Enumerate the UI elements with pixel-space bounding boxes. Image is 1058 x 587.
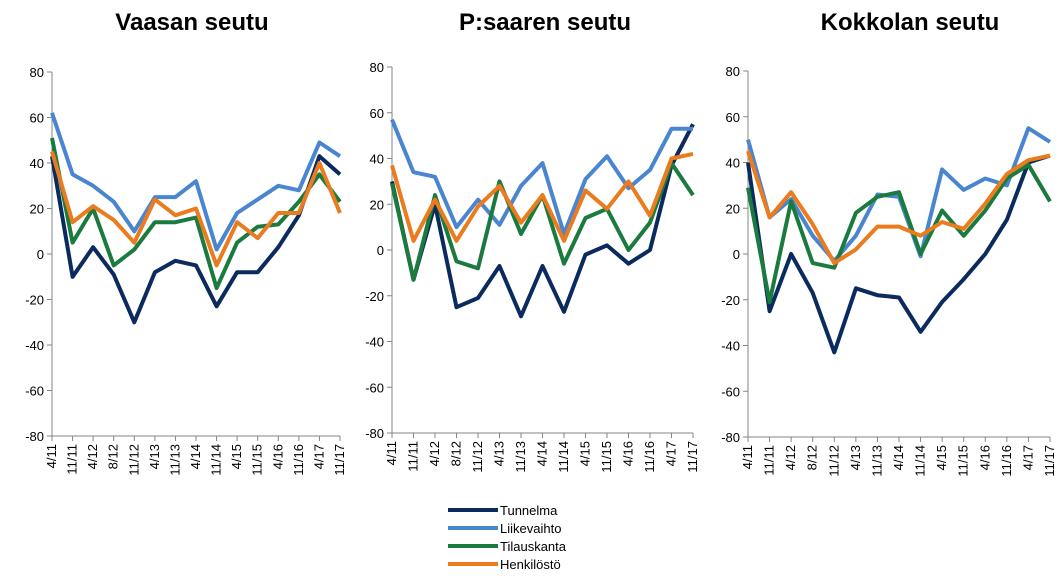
x-tick-label: 4/16 [270, 444, 285, 469]
x-tick-label: 8/12 [106, 444, 121, 469]
y-tick-label: 0 [377, 243, 384, 258]
x-tick-label: 4/14 [188, 444, 203, 469]
y-tick-label: -20 [721, 293, 740, 308]
legend-label: Tilauskanta [500, 539, 567, 554]
series-line [50, 154, 342, 325]
series-line [50, 151, 342, 268]
x-tick-label: 11/11 [762, 445, 777, 476]
x-tick-label: 4/15 [229, 444, 244, 469]
x-tick-label: 11/12 [126, 444, 141, 476]
y-tick-label: 60 [370, 106, 384, 121]
y-tick-label: -60 [365, 380, 384, 395]
x-tick-label: 11/11 [65, 444, 80, 475]
y-tick-label: 40 [30, 156, 44, 171]
x-tick-label: 4/16 [977, 445, 992, 470]
chart-title: P:saaren seutu [459, 9, 631, 36]
x-tick-label: 8/12 [449, 441, 464, 466]
series-line [746, 150, 1051, 266]
y-tick-label: -20 [365, 289, 384, 304]
x-tick-label: 4/12 [427, 441, 442, 466]
y-tick-label: -40 [25, 338, 44, 353]
x-tick-label: 4/12 [783, 445, 798, 470]
x-tick-label: 4/13 [147, 444, 162, 469]
legend-label: Tunnelma [500, 503, 558, 518]
series-line [746, 162, 1052, 304]
y-tick-label: 80 [726, 64, 740, 79]
y-tick-label: 40 [370, 152, 384, 167]
y-tick-label: -40 [365, 335, 384, 350]
legend: Tunnelma Liikevaihto Tilauskanta Henkilöstö [448, 503, 567, 572]
y-tick-label: -80 [25, 429, 44, 444]
y-tick-label: 0 [733, 247, 740, 262]
chart-title: Vaasan seutu [115, 9, 268, 36]
y-tick-label: 80 [30, 65, 44, 80]
legend-label: Liikevaihto [500, 521, 561, 536]
y-tick-label: -80 [721, 430, 740, 445]
x-tick-label: 4/17 [1020, 445, 1035, 470]
y-tick-label: 60 [30, 111, 44, 126]
x-tick-label: 4/12 [85, 444, 100, 469]
series-line [390, 151, 694, 243]
x-tick-label: 4/13 [848, 445, 863, 470]
y-tick-label: 20 [726, 201, 740, 216]
x-tick-label: 4/17 [664, 441, 679, 466]
y-tick-label: 20 [370, 197, 384, 212]
x-tick-label: 11/16 [642, 441, 657, 473]
x-tick-label: 11/16 [291, 444, 306, 476]
x-tick-label: 11/15 [250, 444, 265, 476]
x-tick-label: 11/13 [869, 445, 884, 477]
series-line [390, 123, 695, 319]
x-tick-label: 11/15 [956, 445, 971, 477]
y-tick-label: 60 [726, 110, 740, 125]
x-tick-label: 11/16 [999, 445, 1014, 477]
x-tick-label: 11/13 [167, 444, 182, 476]
x-tick-label: 11/17 [332, 444, 347, 476]
x-tick-label: 11/15 [599, 441, 614, 473]
x-tick-label: 11/13 [513, 441, 528, 473]
x-tick-label: 4/15 [578, 441, 593, 466]
y-tick-label: -40 [721, 339, 740, 354]
chart-title: Kokkolan seutu [821, 9, 1000, 36]
series-line [390, 118, 693, 236]
y-tick-label: -60 [721, 384, 740, 399]
x-tick-label: 4/14 [535, 441, 550, 466]
x-tick-label: 11/14 [556, 441, 571, 473]
x-tick-label: 4/11 [740, 445, 755, 469]
x-tick-label: 4/13 [492, 441, 507, 466]
x-tick-label: 4/11 [384, 441, 399, 465]
x-tick-label: 11/17 [685, 441, 700, 473]
y-tick-label: 40 [726, 156, 740, 171]
x-tick-label: 4/17 [311, 444, 326, 469]
y-tick-label: -80 [365, 426, 384, 441]
legend-label: Henkilöstö [500, 557, 561, 572]
x-tick-label: 11/17 [1042, 445, 1057, 477]
x-tick-label: 11/14 [209, 444, 224, 476]
y-tick-label: 0 [37, 247, 44, 262]
x-tick-label: 8/12 [805, 445, 820, 470]
y-tick-label: -20 [25, 293, 44, 308]
series-line [50, 137, 342, 291]
x-tick-label: 4/15 [934, 445, 949, 470]
x-tick-label: 4/14 [891, 445, 906, 470]
x-tick-label: 4/11 [44, 444, 59, 468]
y-tick-label: 80 [370, 60, 384, 75]
y-tick-label: 20 [30, 202, 44, 217]
x-tick-label: 11/14 [913, 445, 928, 477]
series-line [746, 153, 1051, 355]
x-tick-label: 11/11 [406, 441, 421, 472]
series-line [50, 112, 342, 252]
x-tick-label: 4/16 [621, 441, 636, 466]
x-tick-label: 11/12 [470, 441, 485, 473]
x-tick-label: 11/12 [826, 445, 841, 477]
y-tick-label: -60 [25, 384, 44, 399]
